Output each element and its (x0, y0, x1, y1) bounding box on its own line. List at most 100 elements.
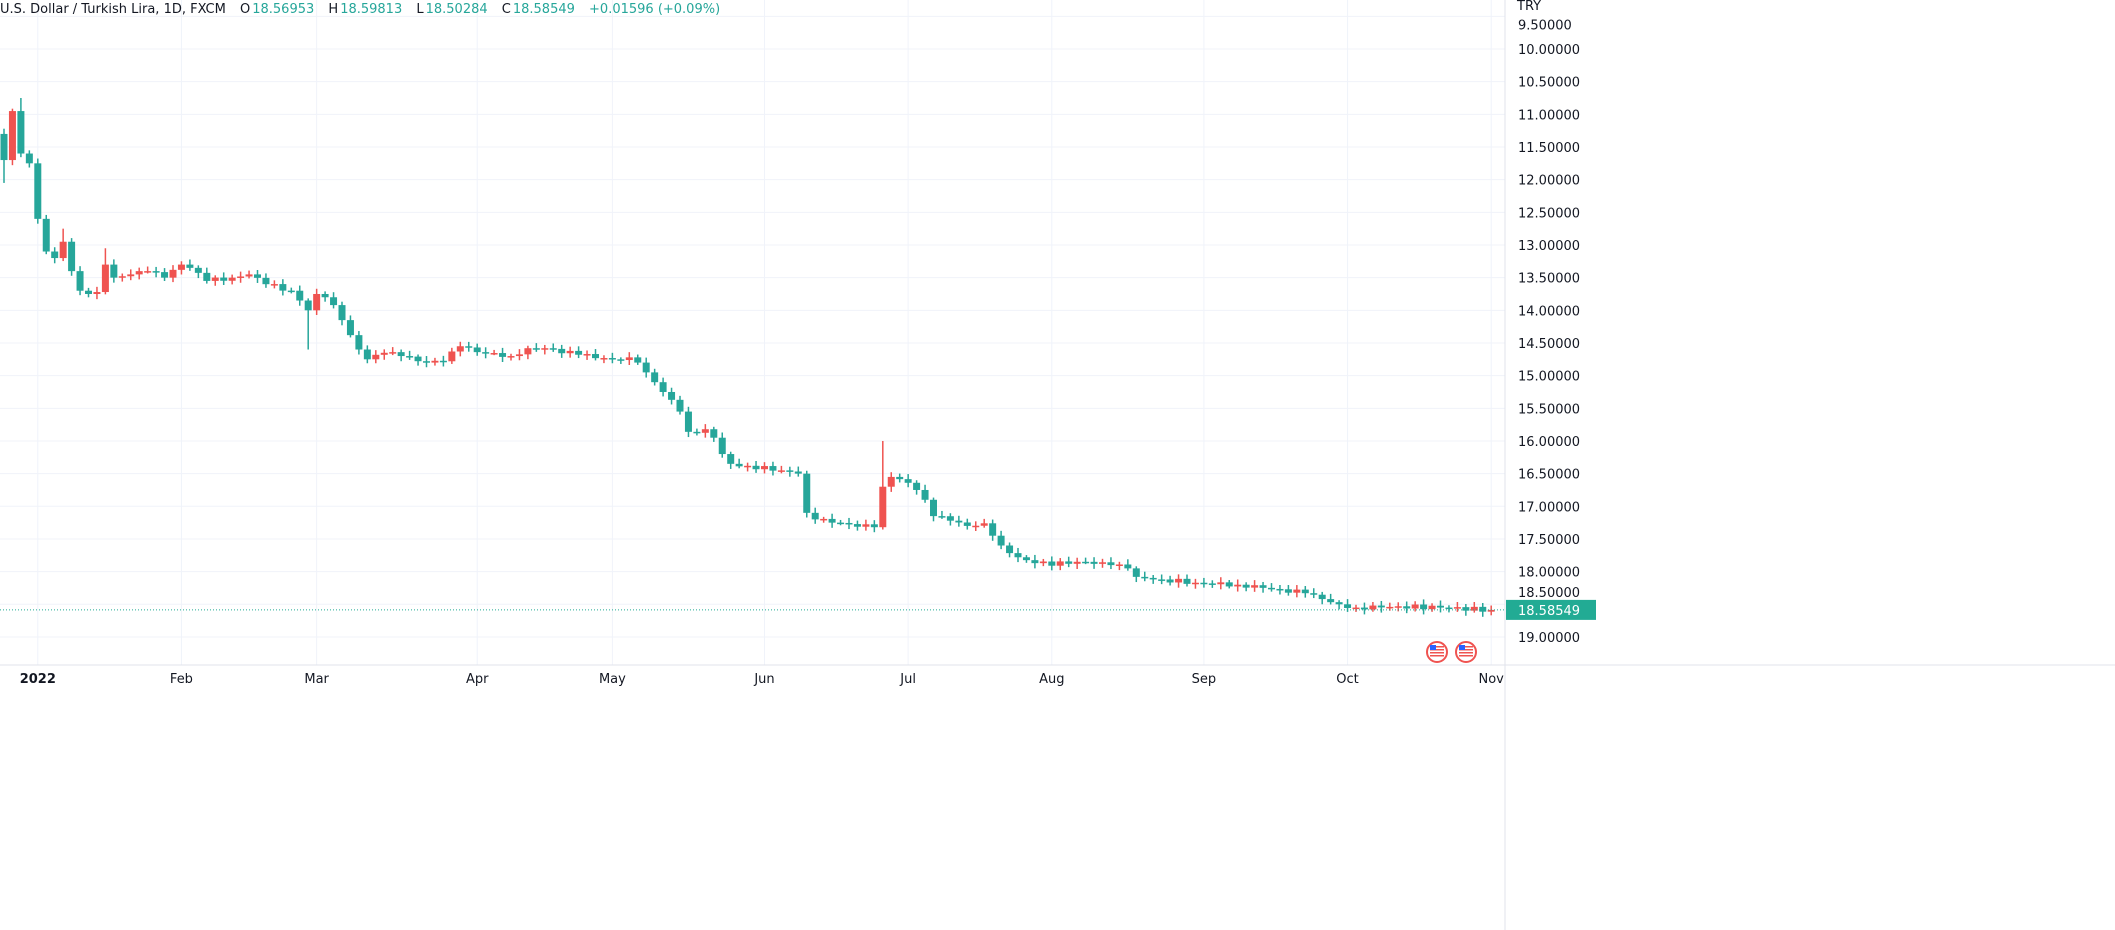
candle[interactable] (1107, 557, 1115, 570)
candle[interactable] (51, 247, 59, 264)
candle[interactable] (321, 291, 329, 302)
candle[interactable] (1039, 558, 1047, 567)
candle[interactable] (127, 269, 135, 281)
candle[interactable] (1225, 580, 1233, 589)
candle[interactable] (862, 519, 870, 531)
candle[interactable] (279, 279, 287, 296)
candle[interactable] (1276, 585, 1284, 595)
candle[interactable] (287, 287, 295, 294)
candle[interactable] (1183, 574, 1191, 587)
candle[interactable] (989, 519, 997, 541)
candle[interactable] (853, 520, 861, 531)
candle[interactable] (963, 518, 971, 530)
candle[interactable] (752, 460, 760, 473)
candle[interactable] (245, 270, 253, 279)
candle[interactable] (820, 516, 828, 523)
candle[interactable] (68, 238, 76, 276)
candle[interactable] (828, 513, 836, 528)
candle[interactable] (997, 530, 1005, 550)
candle[interactable] (1014, 547, 1022, 563)
candle[interactable] (904, 474, 912, 488)
candle[interactable] (423, 356, 430, 368)
candle[interactable] (1217, 577, 1225, 590)
candle[interactable] (1166, 575, 1174, 586)
candle[interactable] (870, 520, 878, 533)
candle[interactable] (1445, 605, 1453, 613)
candle[interactable] (1470, 602, 1478, 613)
candle[interactable] (144, 266, 152, 274)
candle[interactable] (541, 344, 549, 355)
candle[interactable] (946, 513, 954, 526)
candle[interactable] (101, 248, 109, 295)
candle[interactable] (532, 343, 540, 352)
candle[interactable] (135, 267, 143, 280)
candle[interactable] (1268, 583, 1275, 592)
candle[interactable] (499, 347, 507, 363)
candle[interactable] (549, 343, 557, 352)
candle[interactable] (0, 128, 8, 183)
candle[interactable] (406, 350, 414, 360)
candle[interactable] (1056, 558, 1064, 571)
candle[interactable] (575, 346, 583, 359)
candle[interactable] (879, 440, 887, 530)
candle[interactable] (684, 406, 692, 438)
candle[interactable] (25, 150, 33, 168)
candle[interactable] (566, 346, 574, 358)
candle[interactable] (769, 461, 777, 476)
candle[interactable] (794, 466, 802, 477)
candle[interactable] (448, 347, 456, 364)
candle[interactable] (330, 292, 338, 309)
candle[interactable] (1242, 582, 1250, 592)
candle[interactable] (203, 267, 211, 284)
symbol-title[interactable]: U.S. Dollar / Turkish Lira, 1D, FXCM (0, 2, 226, 17)
candle[interactable] (600, 355, 608, 364)
candle[interactable] (718, 432, 726, 458)
currency-label[interactable]: TRY (1517, 0, 1542, 14)
candle[interactable] (701, 424, 709, 438)
candle[interactable] (1022, 555, 1030, 563)
candle[interactable] (431, 357, 439, 366)
candle[interactable] (668, 387, 676, 405)
candle[interactable] (1411, 601, 1419, 612)
candle[interactable] (194, 265, 202, 279)
candle[interactable] (1208, 580, 1216, 588)
candle[interactable] (558, 344, 566, 358)
candle[interactable] (355, 331, 363, 355)
candle[interactable] (490, 349, 498, 356)
candle[interactable] (921, 484, 929, 503)
candle[interactable] (1453, 601, 1461, 612)
candle[interactable] (676, 395, 684, 415)
candle[interactable] (1318, 591, 1326, 605)
candle[interactable] (608, 352, 616, 364)
candle[interactable] (1099, 558, 1106, 568)
candle[interactable] (651, 368, 659, 386)
candle[interactable] (1310, 588, 1318, 599)
candle[interactable] (735, 458, 743, 469)
candle[interactable] (169, 265, 177, 283)
candle[interactable] (363, 345, 371, 364)
candle[interactable] (76, 266, 84, 296)
candle[interactable] (1437, 600, 1444, 613)
candle[interactable] (473, 343, 481, 356)
candle[interactable] (1487, 605, 1495, 616)
candle[interactable] (262, 273, 270, 288)
candle[interactable] (110, 259, 118, 283)
candle[interactable] (346, 315, 354, 338)
candle[interactable] (1149, 575, 1157, 584)
us-flag-event-icon[interactable] (1426, 641, 1448, 663)
candle[interactable] (397, 349, 405, 362)
candle[interactable] (1158, 574, 1166, 585)
candle[interactable] (1124, 559, 1132, 571)
candle[interactable] (414, 354, 422, 366)
candle[interactable] (1031, 554, 1039, 569)
candle[interactable] (8, 108, 16, 166)
candle[interactable] (1386, 602, 1394, 611)
candle[interactable] (313, 288, 321, 315)
candle[interactable] (1301, 586, 1309, 598)
candle[interactable] (837, 519, 845, 526)
candle[interactable] (211, 275, 219, 286)
candle[interactable] (1090, 557, 1098, 569)
candle[interactable] (1369, 601, 1377, 612)
candle[interactable] (634, 354, 642, 365)
